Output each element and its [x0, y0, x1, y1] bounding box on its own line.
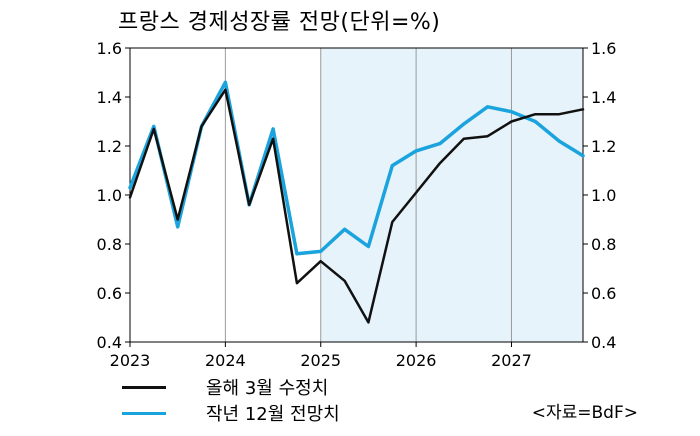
y-tick-label-right: 0.8: [591, 235, 616, 254]
y-tick-label-left: 1.0: [97, 186, 122, 205]
x-tick-label: 2023: [110, 351, 151, 370]
series-line-march-revision: [128, 88, 585, 324]
x-tick-label: 2025: [300, 351, 341, 370]
chart-title: 프랑스 경제성장률 전망(단위=%): [118, 10, 441, 35]
legend-swatch-black: [122, 385, 166, 389]
line-chart: 0.4 0.4 0.6 0.6 0.8 0.8 1.0 1.0 1.2 1.2 1.4 1.4 1.6 1…: [97, 39, 617, 370]
legend-item-blue: 작년 12월 전망치: [122, 400, 340, 426]
y-tick-label-left: 1.6: [97, 39, 122, 58]
y-tick-label-left: 0.6: [97, 284, 122, 303]
y-tick-label-right: 0.4: [591, 333, 616, 352]
x-tick-label: 2026: [396, 351, 437, 370]
y-tick-label-left: 1.2: [97, 137, 122, 156]
legend-label-blue: 작년 12월 전망치: [206, 404, 340, 425]
y-tick-label-left: 0.8: [97, 235, 122, 254]
y-tick-label-right: 1.0: [591, 186, 616, 205]
source-note: <자료=BdF>: [531, 403, 638, 423]
y-tick-label-right: 0.6: [591, 284, 616, 303]
y-tick-label-left: 1.4: [97, 88, 122, 107]
y-tick-label-right: 1.6: [591, 39, 616, 58]
legend-item-black: 올해 3월 수정치: [122, 374, 328, 400]
legend-swatch-blue: [122, 411, 166, 415]
y-tick-label-right: 1.4: [591, 88, 616, 107]
x-tick-label: 2024: [205, 351, 246, 370]
x-tick-label: 2027: [491, 351, 532, 370]
forecast-shade: [320, 48, 583, 342]
y-tick-label-right: 1.2: [591, 137, 616, 156]
y-tick-label-left: 0.4: [97, 333, 122, 352]
legend-label-black: 올해 3월 수정치: [206, 378, 329, 399]
